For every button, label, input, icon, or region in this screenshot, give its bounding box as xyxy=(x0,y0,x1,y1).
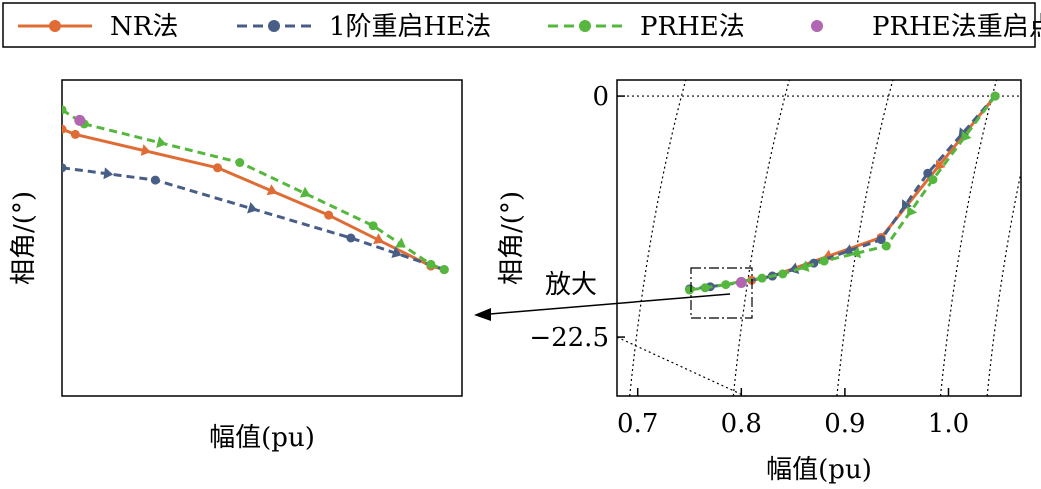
legend: NR法 1阶重启HE法 PRHE法 PRHE法重启点 xyxy=(2,2,1041,48)
zoom-arrow-head xyxy=(474,308,491,321)
main-line-1 xyxy=(689,95,997,291)
inset-arrow-2-3 xyxy=(394,237,406,248)
inset-point-0-3 xyxy=(324,210,334,220)
legend-marker-0 xyxy=(49,20,61,32)
inset-point-1-2 xyxy=(346,233,356,243)
main-arrow-2-3 xyxy=(799,260,810,272)
main-arrow-2-1 xyxy=(907,205,918,217)
main-line-2 xyxy=(689,95,997,292)
main-point-3-0 xyxy=(735,276,747,288)
main-grid-lines xyxy=(617,80,1021,396)
inset-point-2-3 xyxy=(368,221,378,231)
legend-label-1: 1阶重启HE法 xyxy=(329,12,491,42)
zoom-annotation: 放大 xyxy=(545,270,597,300)
main-x-label: 幅值(pu) xyxy=(766,455,872,485)
main-point-2-2 xyxy=(881,241,891,251)
main-arrow-1-2 xyxy=(843,244,854,256)
inset-arrow-2-2 xyxy=(299,186,311,198)
inset-point-0-1 xyxy=(70,129,80,139)
inset-point-3-0 xyxy=(74,114,86,126)
main-point-2-4 xyxy=(778,269,788,279)
main-arrow-1-1 xyxy=(901,199,912,211)
main-series-0 xyxy=(747,91,1000,285)
inset-arrow-0-3 xyxy=(373,233,384,244)
inset-point-2-5 xyxy=(439,265,449,275)
inset-arrow-1-1 xyxy=(247,202,258,214)
main-xtick-label-3: 1.0 xyxy=(928,409,969,439)
inset-point-0-0 xyxy=(62,124,67,134)
legend-item-3: PRHE法重启点 xyxy=(811,12,1041,42)
legend-label-3: PRHE法重启点 xyxy=(872,12,1041,42)
legend-item-0: NR法 xyxy=(18,12,178,42)
main-y-label: 相角/(°) xyxy=(497,191,527,285)
inset-series-2 xyxy=(62,105,449,275)
inset-point-1-0 xyxy=(62,163,67,173)
main-xtick-label-1: 0.8 xyxy=(721,409,762,439)
main-point-2-9 xyxy=(685,285,695,295)
main-ytick-label-0: 0 xyxy=(592,82,609,112)
main-point-1-1 xyxy=(923,168,933,178)
inset-arrow-1-2 xyxy=(391,246,402,259)
legend-marker-2 xyxy=(579,20,591,32)
inset-series-3 xyxy=(74,114,86,126)
main-point-1-2 xyxy=(876,235,886,245)
main-point-2-8 xyxy=(700,283,710,293)
main-arrow-0-0 xyxy=(935,159,946,171)
inset-point-2-2 xyxy=(235,158,245,168)
legend-item-2: PRHE法 xyxy=(548,12,745,42)
main-series-1 xyxy=(685,91,1000,294)
inset-frame xyxy=(61,79,463,397)
inset-point-2-0 xyxy=(62,105,67,115)
legend-item-1: 1阶重启HE法 xyxy=(237,12,491,42)
main-point-2-7 xyxy=(721,280,731,290)
main-grid-arc-1 xyxy=(732,80,790,396)
main-ytick-label-1: −22.5 xyxy=(529,323,609,353)
main-grid-arc-0 xyxy=(629,80,687,396)
main-point-2-5 xyxy=(757,273,767,283)
legend-box xyxy=(2,2,1036,48)
main-grid-arc-4 xyxy=(986,169,1021,396)
inset-arrow-2-1 xyxy=(156,136,167,148)
legend-label-0: NR法 xyxy=(110,12,178,42)
inset-point-0-2 xyxy=(213,163,223,173)
main-grid-radial xyxy=(617,336,746,396)
zoom-region-box xyxy=(690,267,753,319)
main-arrow-2-2 xyxy=(850,246,862,259)
main-series-2 xyxy=(685,91,1000,295)
inset-y-label: 相角/(°) xyxy=(9,191,39,285)
main-line-0 xyxy=(751,95,997,282)
main-xtick-label-2: 0.9 xyxy=(824,409,865,439)
inset-arrow-1-0 xyxy=(103,167,114,180)
main-point-2-3 xyxy=(819,256,829,266)
inset-panel: 幅值(pu) 相角/(°) xyxy=(9,79,463,453)
legend-marker-3 xyxy=(811,20,823,32)
zoom-arrow-line xyxy=(489,293,731,315)
main-series-3 xyxy=(735,276,747,288)
inset-point-2-4 xyxy=(426,259,436,269)
main-frame xyxy=(616,79,1022,397)
legend-marker-1 xyxy=(268,20,280,32)
inset-series-1 xyxy=(62,163,449,275)
legend-label-2: PRHE法 xyxy=(640,12,745,42)
zoom-arrow xyxy=(474,293,731,321)
main-panel: 0.7 0.8 0.9 1.0 0 −22.5 幅值(pu) 相角/(°) 放大 xyxy=(474,79,1022,485)
main-grid-arc-3 xyxy=(939,80,998,396)
main-point-2-0 xyxy=(990,91,1000,101)
inset-line-0 xyxy=(62,127,445,272)
main-xtick-label-0: 0.7 xyxy=(617,409,658,439)
inset-arrow-0-2 xyxy=(266,184,278,196)
main-point-2-1 xyxy=(928,175,938,185)
inset-x-label: 幅值(pu) xyxy=(209,423,315,453)
main-arrow-2-0 xyxy=(961,130,972,142)
inset-arrow-0-1 xyxy=(140,144,151,156)
inset-point-1-1 xyxy=(150,175,160,185)
main-grid-arc-2 xyxy=(836,80,894,396)
